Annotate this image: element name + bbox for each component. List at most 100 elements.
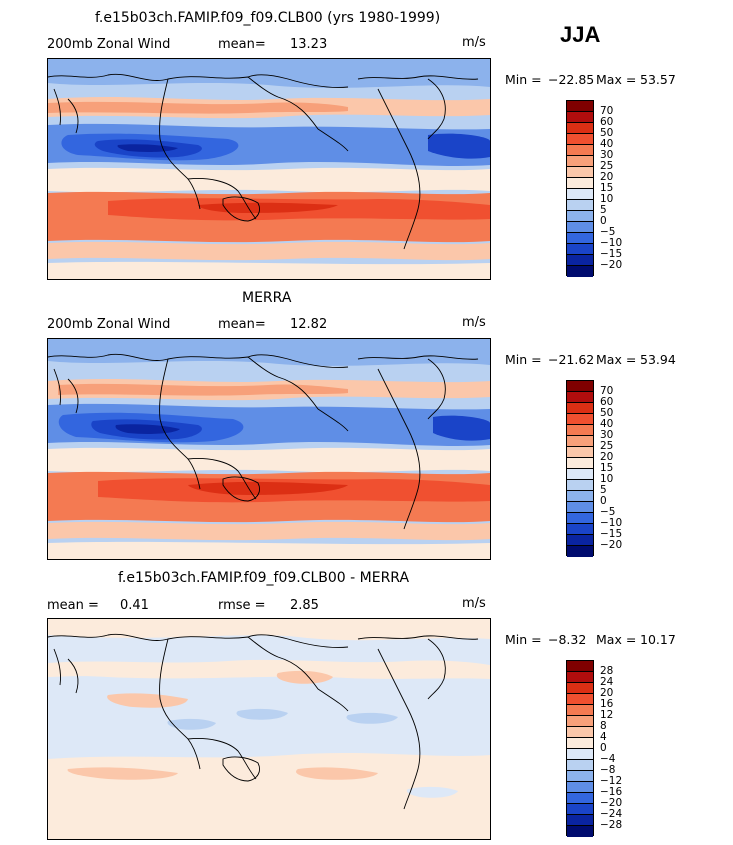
panel-1-colorbar-tick-label: −5 bbox=[600, 225, 616, 238]
panel-3-colorbar-tick-label: 28 bbox=[600, 664, 614, 677]
panel-2-colorbar-tick-label: 25 bbox=[600, 439, 614, 452]
panel-3-colorbar-swatch bbox=[567, 661, 593, 672]
panel-3-contour-field bbox=[48, 619, 490, 839]
season-label: JJA bbox=[560, 22, 601, 47]
panel-3-colorbar-tick-label: −4 bbox=[600, 752, 616, 765]
panel-2-colorbar-tick-label: −10 bbox=[600, 516, 623, 529]
panel-3-colorbar-swatch bbox=[567, 694, 593, 705]
panel-2-colorbar-swatch bbox=[567, 458, 593, 469]
panel-3-title: f.e15b03ch.FAMIP.f09_f09.CLB00 - MERRA bbox=[118, 570, 410, 586]
panel-2-colorbar-tick-label: 20 bbox=[600, 450, 614, 463]
panel-1-colorbar bbox=[566, 100, 594, 277]
panel-1-colorbar-swatch bbox=[567, 222, 593, 233]
panel-1-colorbar-swatch bbox=[567, 266, 593, 277]
panel-1-colorbar-tick-label: 50 bbox=[600, 126, 614, 139]
panel-3-units: m/s bbox=[462, 596, 486, 611]
panel-1-coastlines bbox=[48, 73, 479, 250]
panel-3-colorbar bbox=[566, 660, 594, 837]
panel-1-colorbar-swatch bbox=[567, 244, 593, 255]
panel-1-colorbar-tick-label: 40 bbox=[600, 137, 614, 150]
panel-1-min-value: −22.85 bbox=[548, 72, 595, 87]
panel-3-colorbar-swatch bbox=[567, 782, 593, 793]
panel-3-colorbar-tick-label: −12 bbox=[600, 774, 623, 787]
panel-3-colorbar-swatch bbox=[567, 738, 593, 749]
panel-2-colorbar-labels: 70 60 50 40 30 25 20 15 10 5 0 −5 −10 −15 −20 bbox=[600, 380, 640, 556]
panel-3-colorbar-tick-label: −8 bbox=[600, 763, 616, 776]
panel-3-colorbar-tick-label: 4 bbox=[600, 730, 607, 743]
panel-3-colorbar-swatch bbox=[567, 804, 593, 815]
panel-3-colorbar-swatch bbox=[567, 815, 593, 826]
panel-2-colorbar-swatch bbox=[567, 535, 593, 546]
panel-1-colorbar-swatch bbox=[567, 101, 593, 112]
panel-1-colorbar-tick-label: 25 bbox=[600, 159, 614, 172]
panel-2-colorbar-tick-label: 15 bbox=[600, 461, 614, 474]
panel-3-min-label: Min = bbox=[505, 632, 542, 647]
panel-1-min-label: Min = bbox=[505, 72, 542, 87]
panel-2-colorbar-swatch bbox=[567, 381, 593, 392]
panel-1-map bbox=[47, 58, 491, 280]
panel-3-colorbar-swatch bbox=[567, 705, 593, 716]
panel-2-colorbar-swatch bbox=[567, 546, 593, 557]
panel-1-colorbar-tick-label: 15 bbox=[600, 181, 614, 194]
panel-1-colorbar-swatch bbox=[567, 112, 593, 123]
panel-1-colorbar-swatch bbox=[567, 178, 593, 189]
panel-3-colorbar-swatch bbox=[567, 826, 593, 837]
panel-3-colorbar-tick-label: 12 bbox=[600, 708, 614, 721]
panel-1-colorbar-swatch bbox=[567, 189, 593, 200]
panel-1-colorbar-tick-label: 30 bbox=[600, 148, 614, 161]
panel-2-colorbar-swatch bbox=[567, 480, 593, 491]
panel-2-colorbar-swatch bbox=[567, 447, 593, 458]
panel-3-rmse-label: rmse = bbox=[218, 598, 266, 613]
panel-2-colorbar-tick-label: 0 bbox=[600, 494, 607, 507]
panel-2-colorbar-tick-label: 70 bbox=[600, 384, 614, 397]
panel-2-map bbox=[47, 338, 491, 560]
panel-3-colorbar-tick-label: 20 bbox=[600, 686, 614, 699]
panel-3-colorbar-swatch bbox=[567, 716, 593, 727]
panel-1-colorbar-tick-label: −10 bbox=[600, 236, 623, 249]
panel-3-colorbar-swatch bbox=[567, 793, 593, 804]
panel-3-mean-value: 0.41 bbox=[120, 598, 149, 613]
panel-2-coastlines bbox=[48, 353, 479, 530]
panel-1-max-label: Max = bbox=[596, 72, 637, 87]
panel-1-colorbar-tick-label: 5 bbox=[600, 203, 607, 216]
panel-1-colorbar-tick-label: 70 bbox=[600, 104, 614, 117]
panel-1-colorbar-tick-label: −20 bbox=[600, 258, 623, 271]
panel-2-mean-value: 12.82 bbox=[290, 317, 328, 332]
panel-2-colorbar-tick-label: 10 bbox=[600, 472, 614, 485]
panel-1-mean-value: 13.23 bbox=[290, 37, 328, 52]
panel-2-variable-label: 200mb Zonal Wind bbox=[47, 317, 171, 332]
panel-2-colorbar-tick-label: −20 bbox=[600, 538, 623, 551]
panel-2-colorbar-swatch bbox=[567, 436, 593, 447]
panel-1-colorbar-tick-label: 0 bbox=[600, 214, 607, 227]
panel-3-colorbar-tick-label: 8 bbox=[600, 719, 607, 732]
panel-2-colorbar-swatch bbox=[567, 469, 593, 480]
panel-3-colorbar-tick-label: 24 bbox=[600, 675, 614, 688]
panel-1-colorbar-swatch bbox=[567, 200, 593, 211]
panel-3-colorbar-tick-label: 16 bbox=[600, 697, 614, 710]
panel-2-colorbar-swatch bbox=[567, 513, 593, 524]
panel-2-min-value: −21.62 bbox=[548, 352, 595, 367]
panel-2-colorbar-tick-label: −5 bbox=[600, 505, 616, 518]
panel-1-colorbar-swatch bbox=[567, 123, 593, 134]
panel-3-colorbar-swatch bbox=[567, 760, 593, 771]
panel-3-min-value: −8.32 bbox=[548, 632, 587, 647]
panel-3-max-label: Max = bbox=[596, 632, 637, 647]
panel-3-colorbar-labels: 28 24 20 16 12 8 4 0 −4 −8 −12 −16 −20 −24 −28 bbox=[600, 660, 640, 836]
panel-3-map bbox=[47, 618, 491, 840]
panel-2-units: m/s bbox=[462, 315, 486, 330]
panel-1-colorbar-swatch bbox=[567, 211, 593, 222]
panel-2-colorbar-tick-label: 60 bbox=[600, 395, 614, 408]
panel-1-title: f.e15b03ch.FAMIP.f09_f09.CLB00 (yrs 1980… bbox=[95, 10, 441, 26]
panel-1-colorbar-tick-label: 60 bbox=[600, 115, 614, 128]
panel-2-colorbar-tick-label: −15 bbox=[600, 527, 623, 540]
panel-2-colorbar-tick-label: 50 bbox=[600, 406, 614, 419]
panel-1-colorbar-tick-label: 10 bbox=[600, 192, 614, 205]
panel-3-colorbar-tick-label: 0 bbox=[600, 741, 607, 754]
panel-1-colorbar-swatch bbox=[567, 255, 593, 266]
panel-3-colorbar-swatch bbox=[567, 683, 593, 694]
panel-2-colorbar-swatch bbox=[567, 414, 593, 425]
panel-2-min-label: Min = bbox=[505, 352, 542, 367]
panel-3-colorbar-swatch bbox=[567, 749, 593, 760]
panel-2-colorbar bbox=[566, 380, 594, 557]
panel-2-colorbar-swatch bbox=[567, 392, 593, 403]
